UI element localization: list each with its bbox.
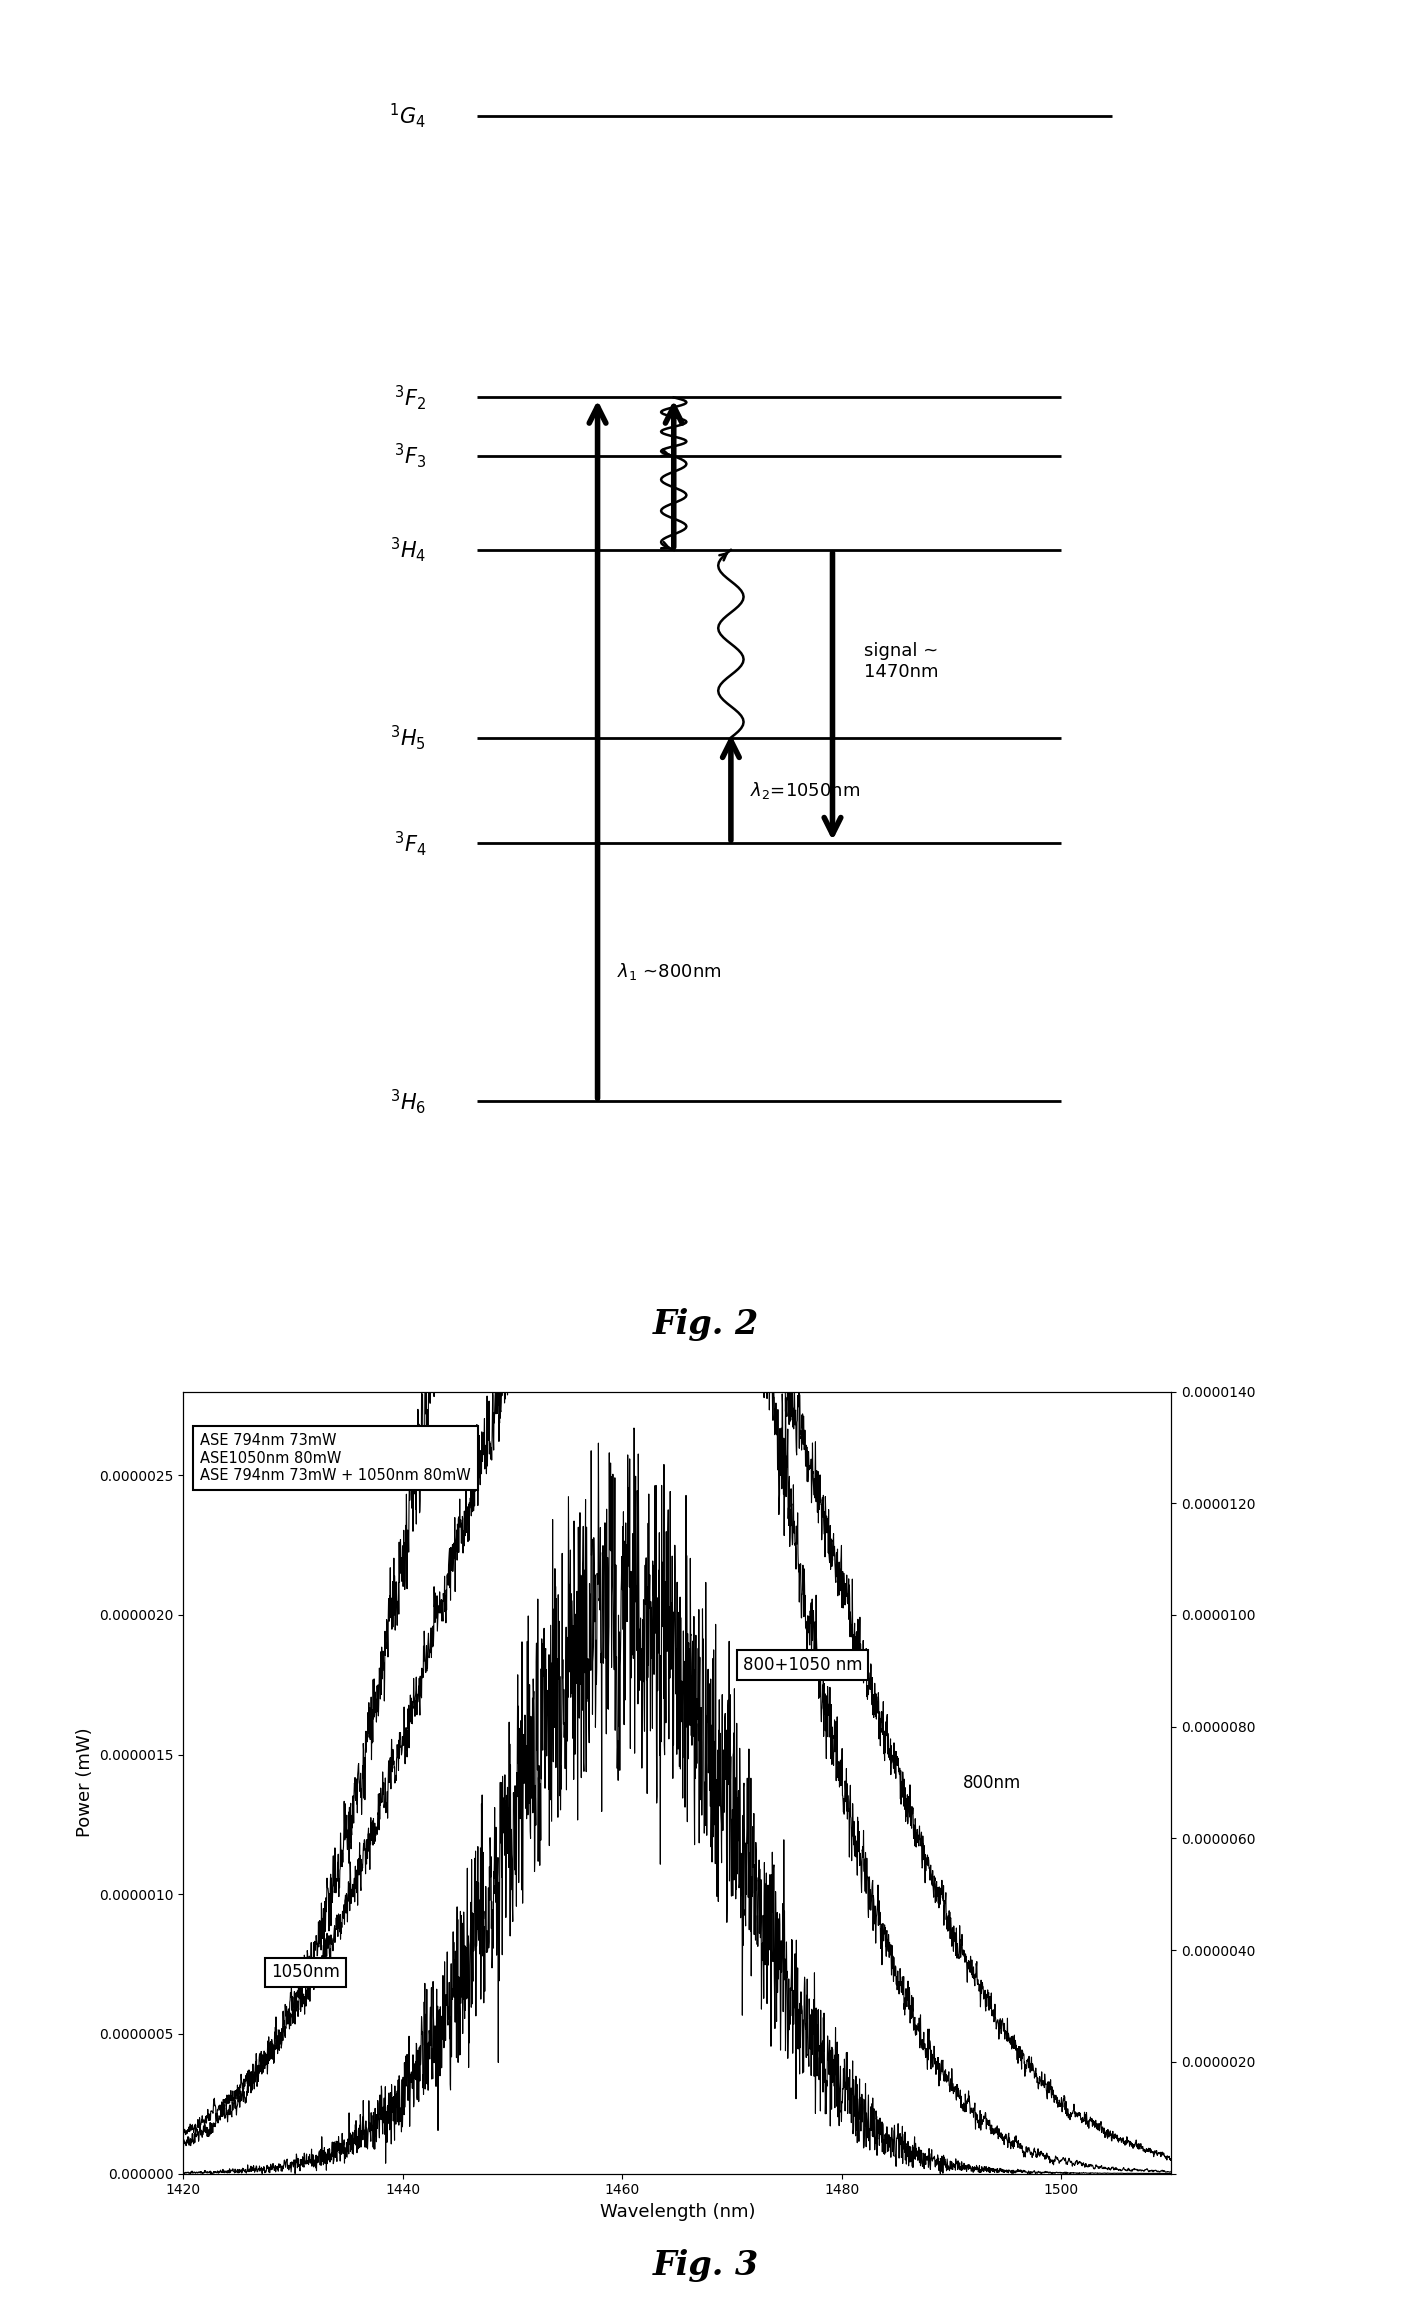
- Text: $^1G_4$: $^1G_4$: [389, 101, 426, 131]
- Text: $^3F_3$: $^3F_3$: [394, 442, 426, 472]
- Text: $^3H_4$: $^3H_4$: [389, 536, 426, 563]
- Text: ASE 794nm 73mW
ASE1050nm 80mW
ASE 794nm 73mW + 1050nm 80mW: ASE 794nm 73mW ASE1050nm 80mW ASE 794nm …: [200, 1433, 471, 1484]
- Text: Fig. 2: Fig. 2: [652, 1309, 759, 1341]
- Text: 800nm: 800nm: [962, 1773, 1022, 1792]
- Text: $^3H_5$: $^3H_5$: [391, 722, 426, 752]
- Text: 1050nm: 1050nm: [271, 1964, 340, 1980]
- X-axis label: Wavelength (nm): Wavelength (nm): [600, 2203, 755, 2222]
- Text: signal ~
1470nm: signal ~ 1470nm: [864, 642, 938, 681]
- Text: $^3H_6$: $^3H_6$: [389, 1088, 426, 1116]
- Text: 800+1050 nm: 800+1050 nm: [744, 1656, 862, 1674]
- Y-axis label: Power (mW): Power (mW): [76, 1727, 93, 1838]
- Text: $^3F_4$: $^3F_4$: [394, 828, 426, 858]
- Text: $^3F_2$: $^3F_2$: [394, 384, 426, 412]
- Text: Fig. 3: Fig. 3: [652, 2249, 759, 2282]
- Text: $\lambda_2$=1050nm: $\lambda_2$=1050nm: [751, 780, 861, 800]
- Text: $\lambda_1$ ~800nm: $\lambda_1$ ~800nm: [617, 961, 721, 982]
